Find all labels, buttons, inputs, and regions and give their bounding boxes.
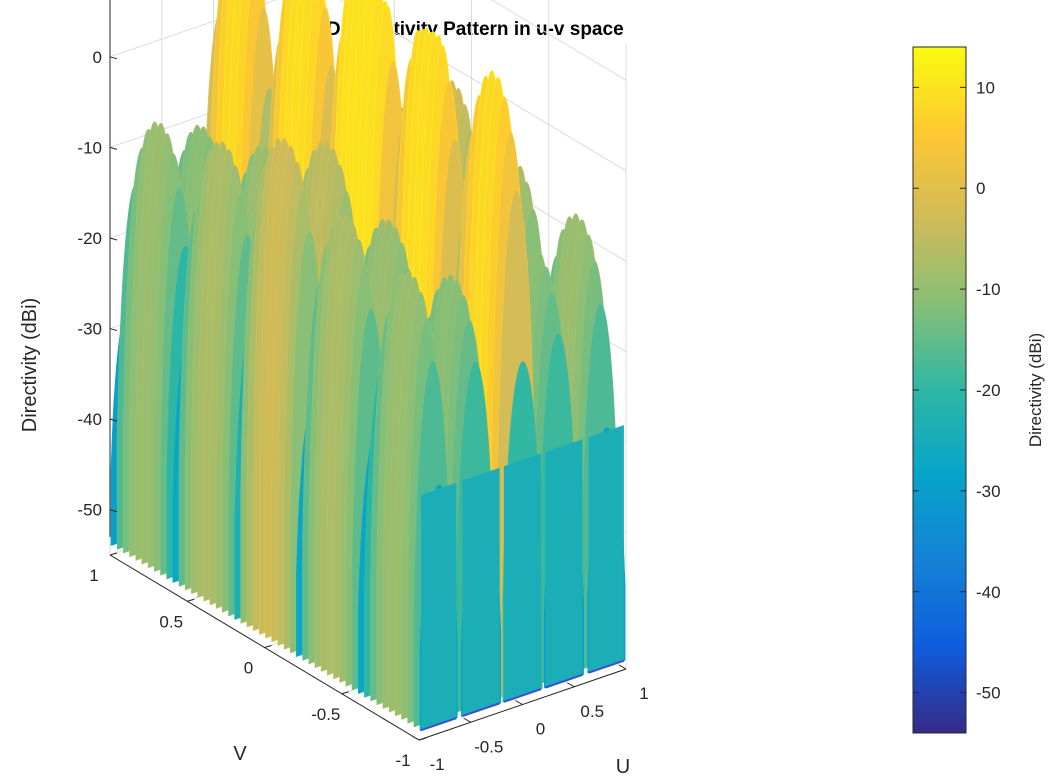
z-tick-mark (109, 509, 118, 513)
colorbar-gradient (912, 46, 967, 734)
x-axis-label: U (616, 756, 630, 778)
colorbar-tick-label: 0 (976, 179, 985, 198)
u-tick-mark (567, 682, 575, 688)
v-tick-mark (109, 552, 118, 556)
colorbar-tick-label: -20 (976, 381, 1001, 400)
v-tick-label: 0 (244, 659, 253, 678)
z-tick-mark (109, 56, 118, 60)
u-tick-label: -1 (429, 755, 444, 774)
colorbar: 10 0 -10 -20 -30 -40 -50 Directivity (dBi) (912, 46, 1045, 734)
z-tick-mark (109, 328, 118, 332)
z-tick-label: -30 (77, 320, 102, 339)
z-tick-mark (109, 418, 118, 422)
surface-front-edge (588, 659, 625, 674)
surface-front-edge (420, 717, 457, 732)
v-tick-label: -0.5 (311, 705, 340, 724)
u-tick-label: 1 (639, 684, 648, 703)
surface-front-edge (544, 673, 583, 689)
colorbar-tick-label: -40 (976, 583, 1001, 602)
surface-front-face (421, 482, 457, 731)
surface-front-face (503, 453, 542, 702)
surface-front-edge (462, 702, 501, 717)
u-tick-label: 0 (536, 720, 545, 739)
u-tick-mark (618, 664, 627, 670)
surface-front-face (545, 439, 583, 688)
colorbar-label: Directivity (dBi) (1026, 333, 1045, 447)
u-tick-mark (515, 700, 523, 705)
surface-front-edge (503, 688, 542, 703)
u-tick-label: 0.5 (580, 702, 604, 721)
z-tick-label: -50 (77, 501, 102, 520)
surface-front-face (588, 425, 624, 673)
v-tick-mark (264, 645, 272, 648)
z-tick-label: -10 (77, 138, 102, 157)
backwall-gridline (109, 0, 278, 58)
surface-front-face (462, 467, 500, 716)
colorbar-tick-label: -50 (976, 684, 1001, 703)
v-tick-label: 0.5 (159, 612, 183, 631)
sidewall-gridline (491, 0, 627, 81)
v-tick-mark (341, 691, 349, 695)
u-tick-label: -0.5 (474, 737, 503, 756)
y-axis-label: V (233, 743, 247, 765)
v-tick-label: -1 (395, 751, 410, 770)
z-axis-label: Directivity (dBi) (19, 298, 41, 432)
colorbar-tick-label: -10 (976, 280, 1001, 299)
z-tick-label: -40 (77, 410, 102, 429)
v-tick-mark (187, 598, 195, 602)
u-tick-mark (411, 735, 420, 741)
colorbar-tick-label: -30 (976, 482, 1001, 501)
u-tick-mark (463, 717, 471, 723)
z-tick-mark (109, 146, 118, 150)
z-tick-label: -20 (77, 229, 102, 248)
z-tick-label: 0 (93, 48, 102, 67)
axis-ticks: -50-40-30-20-10010-1-0.500.51-1-0.500.51 (77, 0, 649, 774)
surface-plot (110, 0, 626, 732)
colorbar-ticks: 10 0 -10 -20 -30 -40 -50 (913, 78, 1001, 703)
z-tick-mark (109, 237, 118, 241)
v-tick-label: 1 (89, 566, 98, 585)
colorbar-tick-label: 10 (976, 78, 995, 97)
